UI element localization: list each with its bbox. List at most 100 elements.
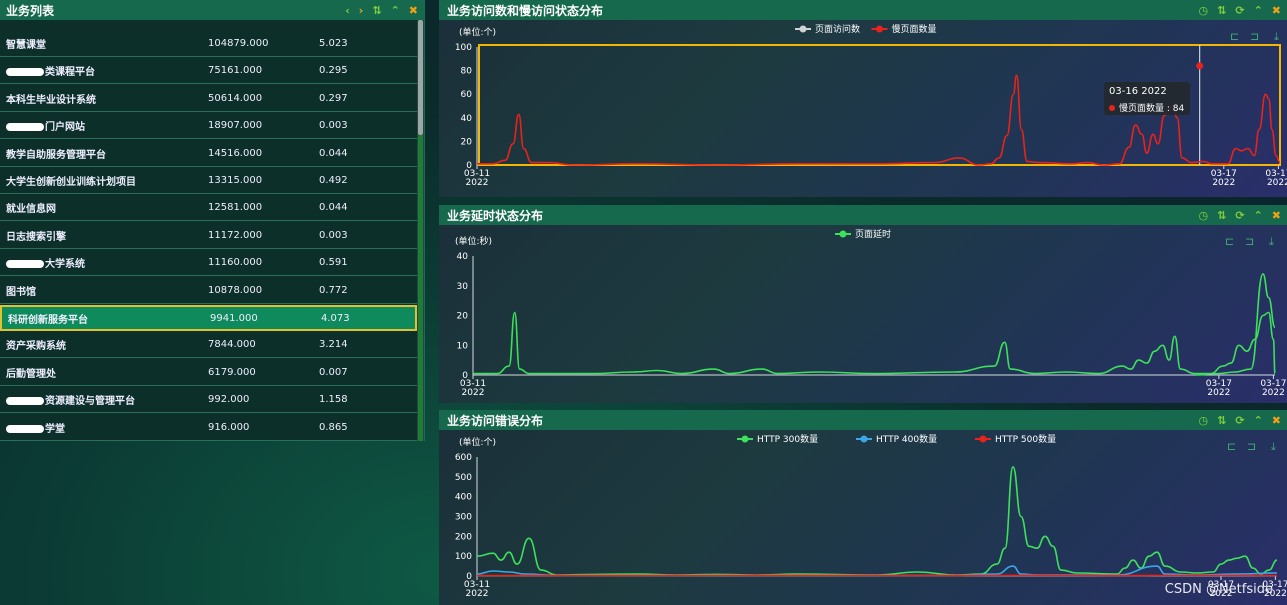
series-line [1194,273,1276,376]
refresh-icon[interactable]: ⟳ [1235,208,1245,222]
x-tick-year: 2022 [1207,388,1230,398]
refresh-icon[interactable]: ⟳ [1235,413,1245,427]
visits-chart-header: 业务访问数和慢访问状态分布 ◷ ⇅ ⟳ ⌃ ✖ [439,0,1287,20]
download-icon[interactable]: ⤓ [1274,30,1279,43]
row-latency: 0.003 [319,120,348,132]
sort-icon[interactable]: ⇅ [1217,3,1227,17]
list-row[interactable]: 学堂 916.000 0.865 [0,415,417,441]
restore-icon[interactable]: ⊏ [1230,30,1239,43]
clock-icon[interactable]: ◷ [1198,3,1209,17]
list-row[interactable]: 就业信息网 12581.000 0.044 [0,195,417,222]
sort-icon[interactable]: ⇅ [1217,208,1227,222]
legend-dot [741,435,749,443]
clock-icon[interactable]: ◷ [1198,413,1209,427]
list-row[interactable]: 资源建设与管理平台 992.000 1.158 [0,387,417,414]
sort-icon[interactable]: ⇅ [1217,413,1227,427]
latency-chart[interactable]: (单位:秒)页面延时 ⊏ ⊐ ⤓01020304003-11202203-172022… [439,225,1287,403]
row-name: 后勤管理处 [6,365,56,380]
restore-icon[interactable]: ⊏ [1227,440,1236,453]
list-row[interactable]: 大学系统 11160.000 0.591 [0,250,417,277]
watermark: CSDN @Netfside [1164,582,1273,597]
row-visits: 12581.000 [208,202,263,214]
prev-page-icon[interactable]: ‹ [345,3,350,17]
list-row[interactable]: 智慧课堂 104879.000 5.023 [0,31,417,57]
row-latency: 0.003 [319,229,348,241]
restore-icon[interactable]: ⊏ [1225,235,1234,248]
scrollbar-thumb[interactable] [418,20,423,135]
row-visits: 13315.000 [208,175,263,186]
row-latency: 0.772 [319,284,348,296]
list-row[interactable]: 类课程平台 75161.000 0.295 [0,58,417,85]
y-tick-label: 20 [461,137,473,147]
tooltip-dot [1109,105,1115,111]
x-tick-year: 2022 [466,589,489,599]
row-visits: 9941.000 [210,312,258,324]
row-latency: 0.297 [319,92,348,104]
list-row[interactable]: 门户网站 18907.000 0.003 [0,113,417,140]
close-icon[interactable]: ✖ [1271,413,1281,427]
row-name-text: 本科生毕业设计系统 [6,94,96,106]
row-name: 大学系统 [6,255,85,270]
redacted-mark [6,424,44,433]
collapse-icon[interactable]: ⌃ [1253,3,1263,17]
row-name-text: 教学自助服务管理平台 [6,149,106,161]
zoom-icon[interactable]: ⊐ [1245,235,1254,248]
list-row[interactable]: 教学自助服务管理平台 14516.000 0.044 [0,141,417,167]
zoom-icon[interactable]: ⊐ [1247,440,1256,453]
row-visits: 75161.000 [208,65,263,77]
x-tick-year: 2022 [466,178,489,188]
refresh-icon[interactable]: ⟳ [1235,3,1245,17]
row-name: 资产采购系统 [6,337,66,352]
collapse-icon[interactable]: ⌃ [1253,208,1263,222]
list-row[interactable]: 日志搜索引擎 11172.000 0.003 [0,223,417,249]
sort-icon[interactable]: ⇅ [372,3,382,17]
collapse-icon[interactable]: ⌃ [1253,413,1263,427]
visits-chart[interactable]: (单位:个) 页面访问数 慢页面数量 ⊏ ⊐ ⤓02040608010003-112022… [439,20,1287,197]
row-name: 教学自助服务管理平台 [6,146,106,161]
download-icon[interactable]: ⤓ [1271,440,1276,453]
row-name-text: 后勤管理处 [6,368,56,380]
zoom-icon[interactable]: ⊐ [1250,30,1259,43]
latency-chart-panel: 业务延时状态分布 ◷ ⇅ ⟳ ⌃ ✖ (单位:秒) 页面延时 ⊏ ⊐ ⤓ 0 10 20 30 4… [439,205,1287,403]
list-row[interactable]: 图书馆 10878.000 0.772 [0,278,417,304]
row-visits: 50614.000 [208,92,263,104]
list-row[interactable]: 后勤管理处 6179.000 0.007 [0,360,417,386]
row-visits: 11172.000 [208,229,263,241]
close-icon[interactable]: ✖ [1271,208,1281,222]
x-tick-label: 03-17 [1265,169,1287,179]
x-tick-label: 03-17 [1262,580,1287,590]
row-visits: 11160.000 [208,257,263,269]
x-tick-year: 2022 [1267,178,1287,188]
row-latency: 3.214 [319,339,348,351]
errors-chart-header: 业务访问错误分布 ◷ ⇅ ⟳ ⌃ ✖ [439,410,1287,430]
row-name-text: 学堂 [45,423,65,435]
y-tick-label: 20 [457,312,469,322]
close-icon[interactable]: ✖ [408,3,418,17]
clock-icon[interactable]: ◷ [1198,208,1209,222]
list-scrollbar[interactable] [417,20,424,441]
list-row[interactable]: 本科生毕业设计系统 50614.000 0.297 [0,86,417,112]
row-name: 科研创新服务平台 [8,311,88,326]
y-tick-label: 0 [466,572,472,582]
collapse-icon[interactable]: ⌃ [390,3,400,17]
y-tick-label: 80 [461,67,473,77]
close-icon[interactable]: ✖ [1271,3,1281,17]
legend-dot [799,25,807,33]
tooltip-value: 慢页面数量 : 84 [1119,104,1185,114]
row-latency: 0.591 [319,257,348,269]
redacted-mark [6,123,44,132]
list-row[interactable]: 资产采购系统 7844.000 3.214 [0,332,417,359]
redacted-mark [6,68,44,77]
errors-chart[interactable]: (单位:个) HTTP 300数量 HTTP 400数量 HTTP 500数量 ⊏ ⊐ ⤓ 0… [439,430,1287,605]
list-row[interactable]: 大学生创新创业训练计划项目 13315.000 0.492 [0,168,417,194]
x-tick-label: 03-17 [1211,169,1237,179]
selection-box [478,44,1281,166]
list-row-selected[interactable]: 科研创新服务平台 9941.000 4.073 [0,305,417,331]
row-latency: 5.023 [319,38,348,49]
download-icon[interactable]: ⤓ [1269,235,1274,248]
legend-item: HTTP 300数量 [757,433,818,445]
next-page-icon[interactable]: › [358,3,364,17]
legend-item: 页面延时 [855,228,891,240]
y-tick-label: 300 [455,513,472,523]
visits-chart-title: 业务访问数和慢访问状态分布 [447,3,604,18]
